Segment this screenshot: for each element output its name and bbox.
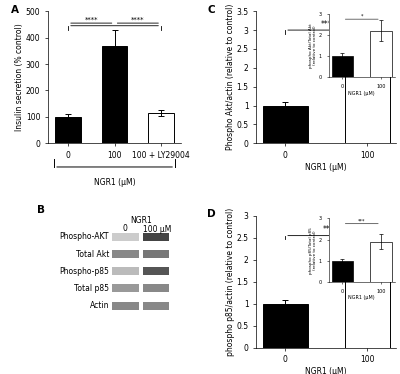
- Bar: [112, 285, 138, 292]
- Text: ****: ****: [84, 16, 98, 22]
- Text: B: B: [37, 205, 45, 215]
- Y-axis label: phospho p85/actin (relative to control): phospho p85/actin (relative to control): [226, 208, 235, 356]
- Y-axis label: Phospho Akt/actin (relative to control): Phospho Akt/actin (relative to control): [226, 4, 235, 150]
- Bar: [262, 304, 308, 348]
- Text: D: D: [207, 209, 216, 219]
- Text: 0: 0: [123, 224, 128, 233]
- Text: Total p85: Total p85: [74, 284, 109, 293]
- X-axis label: NGR1 (μM): NGR1 (μM): [305, 163, 347, 172]
- Text: Actin: Actin: [90, 301, 109, 310]
- Y-axis label: Insulin secretion (% control): Insulin secretion (% control): [15, 23, 24, 131]
- Bar: [112, 250, 138, 258]
- Text: ***: ***: [320, 19, 332, 28]
- Text: 100 μM: 100 μM: [143, 225, 171, 234]
- Text: NGR1: NGR1: [130, 216, 152, 225]
- Bar: [102, 46, 127, 143]
- Bar: [344, 45, 390, 143]
- Bar: [142, 301, 169, 310]
- Bar: [142, 267, 169, 275]
- Bar: [148, 113, 174, 143]
- Bar: [142, 250, 169, 258]
- Bar: [112, 267, 138, 275]
- Text: **: **: [322, 225, 330, 234]
- X-axis label: NGR1 (μM): NGR1 (μM): [305, 367, 347, 374]
- Text: Phospho-p85: Phospho-p85: [59, 267, 109, 276]
- Text: C: C: [207, 4, 215, 15]
- Text: Total Akt: Total Akt: [76, 249, 109, 258]
- Bar: [112, 301, 138, 310]
- Text: ****: ****: [131, 16, 144, 22]
- Text: NGR1 (μM): NGR1 (μM): [94, 178, 135, 187]
- Bar: [55, 117, 81, 143]
- Text: A: A: [11, 4, 19, 15]
- Bar: [142, 233, 169, 241]
- Bar: [112, 233, 138, 241]
- Bar: [142, 285, 169, 292]
- Bar: [262, 105, 308, 143]
- Text: Phospho-AKT: Phospho-AKT: [60, 232, 109, 242]
- Bar: [344, 260, 390, 348]
